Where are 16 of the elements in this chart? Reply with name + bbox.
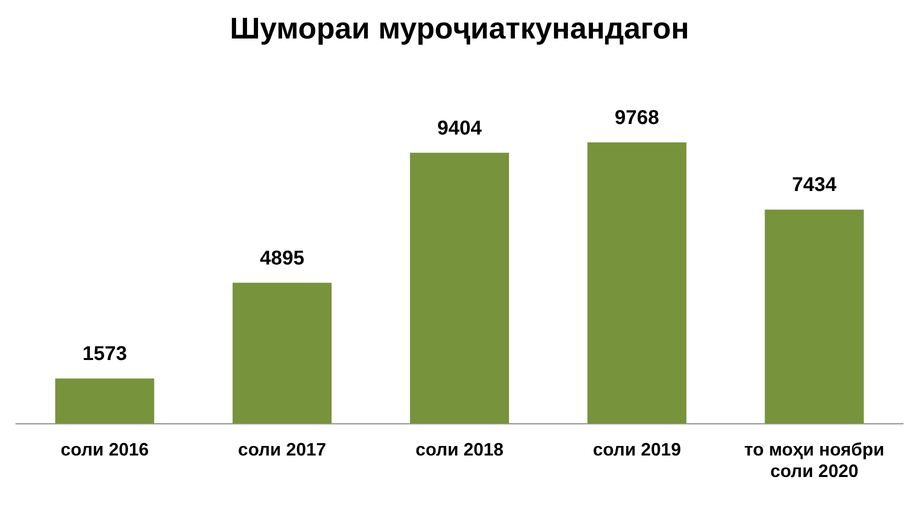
bar <box>587 142 686 424</box>
data-label: 9768 <box>614 106 660 129</box>
x-tick-label: то моҳи ноябри соли 2020 <box>744 440 884 482</box>
x-tick-label: соли 2019 <box>592 440 681 460</box>
chart-title: Шумораи муроҷиаткунандагон <box>230 12 690 46</box>
data-label: 7434 <box>792 174 838 196</box>
data-label: 4895 <box>260 247 304 270</box>
bar <box>232 282 332 424</box>
bar <box>410 152 509 424</box>
x-tick-label: соли 2018 <box>415 440 504 460</box>
bar <box>55 378 154 424</box>
bar <box>764 210 864 424</box>
x-tick-label: соли 2017 <box>238 440 326 460</box>
x-tick-label: соли 2016 <box>60 440 149 460</box>
data-label: 9404 <box>437 117 483 140</box>
data-label: 1573 <box>82 342 127 365</box>
